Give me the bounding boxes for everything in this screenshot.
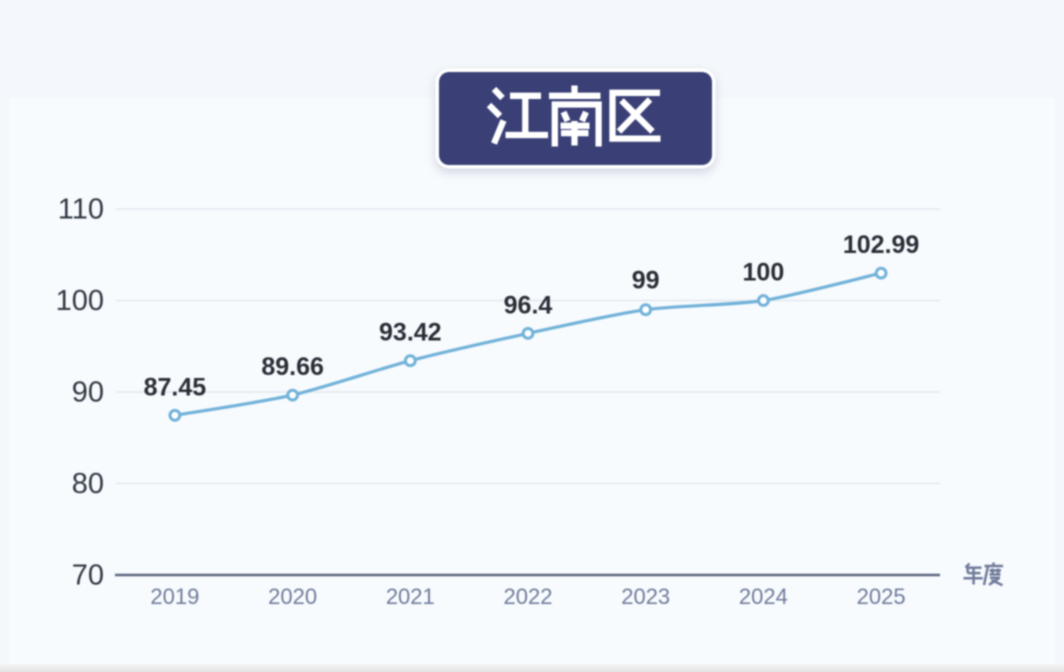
svg-text:2024: 2024 [739,584,788,609]
svg-text:87.45: 87.45 [144,373,207,401]
svg-text:100: 100 [56,285,104,317]
svg-text:80: 80 [72,468,104,500]
svg-text:2025: 2025 [857,584,906,609]
svg-text:2023: 2023 [621,584,670,609]
svg-text:100: 100 [743,259,785,287]
svg-text:96.4: 96.4 [504,291,553,319]
svg-text:93.42: 93.42 [379,319,442,347]
svg-text:70: 70 [72,560,104,592]
svg-text:90: 90 [72,377,104,409]
svg-text:2021: 2021 [386,584,435,609]
svg-text:2020: 2020 [268,584,317,609]
svg-text:2022: 2022 [504,584,553,609]
svg-text:89.66: 89.66 [261,353,324,381]
svg-text:102.99: 102.99 [843,231,919,259]
svg-text:99: 99 [632,267,660,295]
svg-text:2019: 2019 [150,584,199,609]
svg-text:110: 110 [58,194,104,226]
